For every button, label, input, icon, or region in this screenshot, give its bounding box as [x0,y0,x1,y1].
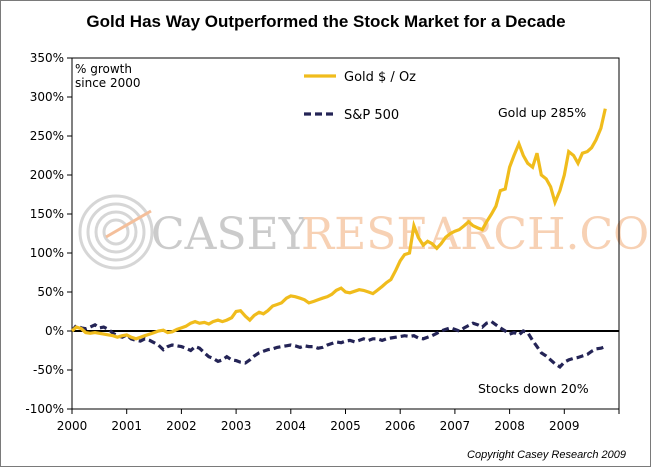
x-tick-label: 2002 [166,419,197,433]
y-tick-label: 200% [30,168,64,182]
series-line-gold [70,108,607,341]
x-tick-label: 2008 [494,419,525,433]
x-tick-label: 2003 [221,419,252,433]
y-tick-label: 0% [45,324,64,338]
watermark-word-casey: CASEY [151,209,309,260]
x-tick-label: 2001 [111,419,142,433]
y-axis-label-line1: % growth [75,62,132,76]
x-tick-label: 2006 [385,419,416,433]
x-tick-label: 2007 [440,419,471,433]
x-axis: 2000 2001 2002 2003 2004 2005 2006 2007 2008 2009 [57,409,620,433]
chart-title: Gold Has Way Outperformed the Stock Mark… [86,12,565,31]
y-tick-label: -100% [25,402,64,416]
watermark-logo-icon [78,194,154,270]
y-tick-label: 150% [30,207,64,221]
series-line-sp500 [70,319,606,369]
x-tick-label: 2005 [330,419,361,433]
x-tick-label: 2004 [276,419,307,433]
y-tick-label: 300% [30,90,64,104]
x-tick-label: 2009 [549,419,580,433]
y-tick-label: 50% [37,285,64,299]
annotation-stocks-down: Stocks down 20% [478,381,589,396]
y-tick-label: 100% [30,246,64,260]
x-tick-label: 2000 [57,419,88,433]
annotation-gold-up: Gold up 285% [498,105,586,120]
y-tick-label: -50% [33,363,64,377]
y-tick-label: 250% [30,129,64,143]
y-tick-label: 350% [30,51,64,65]
legend-label-gold: Gold $ / Oz [344,70,416,85]
watermark: CASEY RESEARCH.COM [78,194,650,270]
legend: Gold $ / Oz S&P 500 [304,70,416,123]
watermark-word-research: RESEARCH.COM [301,209,650,260]
y-axis-label-line2: since 2000 [75,76,141,90]
legend-label-sp500: S&P 500 [344,108,399,123]
y-axis: 350% 300% 250% 200% 150% 100% 50% 0% -50% -100% [25,51,72,416]
copyright-notice: Copyright Casey Research 2009 [467,449,626,461]
